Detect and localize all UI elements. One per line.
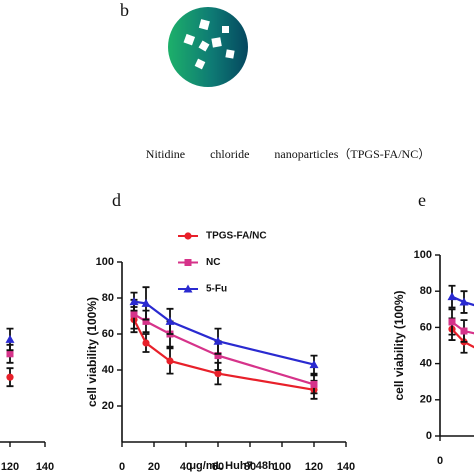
y-tick-label: 60 [102, 328, 114, 340]
x-tick-label: 140 [36, 461, 54, 473]
marker [447, 292, 457, 301]
marker [214, 352, 222, 360]
panel-label: b [120, 0, 129, 20]
y-tick-label: 60 [420, 321, 432, 333]
x-tick-label: 40 [180, 461, 192, 473]
marker [459, 297, 469, 306]
x-tick-label: 140 [337, 461, 355, 473]
caption: Nitidine chloride nanoparticles（TPGS-FA/… [146, 147, 430, 161]
y-tick-label: 20 [102, 400, 114, 412]
chart: 0 20 40 60 80 100 120 140 20 40 60 80 100 d cell viabi… [85, 190, 355, 473]
x-axis-label: μg/mL Huh7 48h [189, 460, 275, 472]
marker [5, 334, 15, 343]
marker [130, 310, 138, 318]
x-tick-label: 120 [1, 461, 19, 473]
y-tick-label: 20 [420, 394, 432, 406]
marker [142, 317, 150, 325]
y-tick-label: 40 [102, 364, 114, 376]
marker [6, 350, 14, 358]
x-tick-label: 60 [212, 461, 224, 473]
marker [183, 284, 193, 293]
marker [141, 298, 151, 307]
marker [213, 336, 223, 345]
marker [184, 232, 192, 240]
marker [129, 297, 139, 306]
nanoparticle-icon [168, 7, 248, 87]
marker [309, 360, 319, 369]
marker [214, 370, 222, 378]
y-tick-label: 80 [102, 292, 114, 304]
y-tick-label: 40 [420, 358, 432, 370]
y-tick-label: 0 [426, 430, 432, 442]
marker [310, 380, 318, 388]
x-tick-label: 80 [244, 461, 256, 473]
x-tick-label: 20 [148, 461, 160, 473]
marker [165, 316, 175, 325]
marker [460, 327, 468, 335]
marker [6, 373, 14, 381]
legend-label: TPGS-FA/NC [206, 231, 267, 242]
chart: 120 140 [0, 327, 54, 473]
marker [142, 339, 150, 347]
x-tick-label: 120 [305, 461, 323, 473]
y-tick-label: 100 [414, 249, 432, 261]
x-tick-label: 0 [437, 455, 443, 467]
y-axis-label: cell viability (100%) [85, 297, 99, 407]
x-tick-label: 100 [273, 461, 291, 473]
chart: 0 0 20 40 60 80 100 e cell viability (100%) [392, 190, 474, 467]
x-tick-label: 0 [119, 461, 125, 473]
y-tick-label: 100 [96, 256, 114, 268]
legend-label: NC [206, 257, 220, 268]
marker [166, 357, 174, 365]
panel-label: d [112, 190, 121, 210]
marker [184, 259, 192, 266]
panel-label: e [418, 190, 426, 210]
y-axis-label: cell viability (100%) [392, 290, 406, 400]
marker [448, 318, 456, 326]
y-tick-label: 80 [420, 285, 432, 297]
legend-label: 5-Fu [206, 284, 227, 295]
